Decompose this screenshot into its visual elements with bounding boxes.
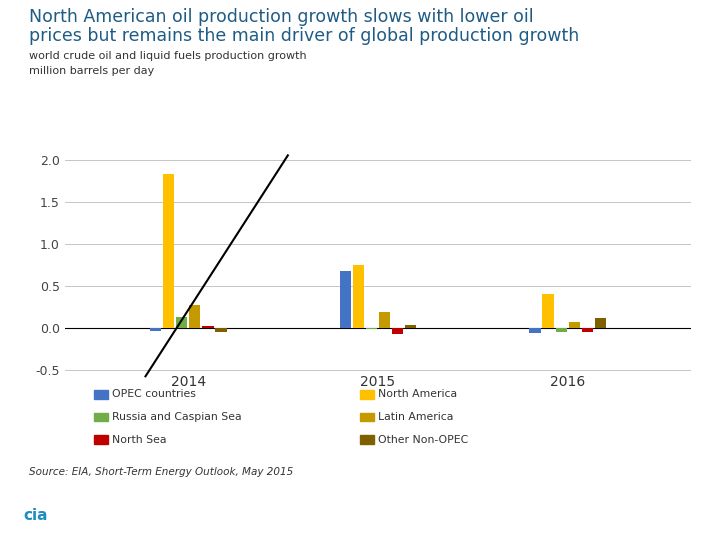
Text: 2016: 2016 [550, 375, 585, 389]
Bar [529, 328, 541, 334]
Text: North America: North America [378, 389, 457, 399]
Bar [582, 328, 593, 332]
Bar [569, 322, 580, 328]
Text: Other Non-OPEC: Other Non-OPEC [378, 435, 468, 444]
Bar [595, 318, 606, 328]
Bar [379, 312, 390, 328]
Bar [150, 328, 161, 331]
Text: Latin America: Latin America [378, 412, 454, 422]
Bar [556, 328, 567, 332]
Bar [202, 326, 214, 328]
Text: Source: EIA, Short-Term Energy Outlook, May 2015: Source: EIA, Short-Term Energy Outlook, … [29, 467, 293, 477]
Text: world crude oil and liquid fuels production growth: world crude oil and liquid fuels product… [29, 51, 307, 62]
Bar [405, 325, 416, 328]
Text: North American oil production growth slows with lower oil: North American oil production growth slo… [29, 8, 534, 26]
Bar [189, 305, 200, 328]
Bar [353, 265, 364, 328]
Text: May 2015: May 2015 [94, 521, 145, 531]
Text: 9: 9 [689, 505, 701, 523]
Text: OPEC countries: OPEC countries [112, 389, 195, 399]
Text: Russia and Caspian Sea: Russia and Caspian Sea [112, 412, 241, 422]
Text: prices but remains the main driver of global production growth: prices but remains the main driver of gl… [29, 27, 579, 45]
Text: cia: cia [24, 508, 48, 523]
Bar [392, 328, 403, 334]
Bar [340, 271, 351, 328]
Text: 2014: 2014 [171, 375, 206, 389]
Text: Lower oil prices and the energy outlook: Lower oil prices and the energy outlook [94, 503, 300, 513]
Bar [215, 328, 227, 332]
Text: 2015: 2015 [361, 375, 395, 389]
Bar [366, 328, 377, 329]
Bar [163, 174, 174, 328]
Text: North Sea: North Sea [112, 435, 166, 444]
Bar [176, 316, 187, 328]
Bar [542, 294, 554, 328]
Text: million barrels per day: million barrels per day [29, 66, 154, 76]
